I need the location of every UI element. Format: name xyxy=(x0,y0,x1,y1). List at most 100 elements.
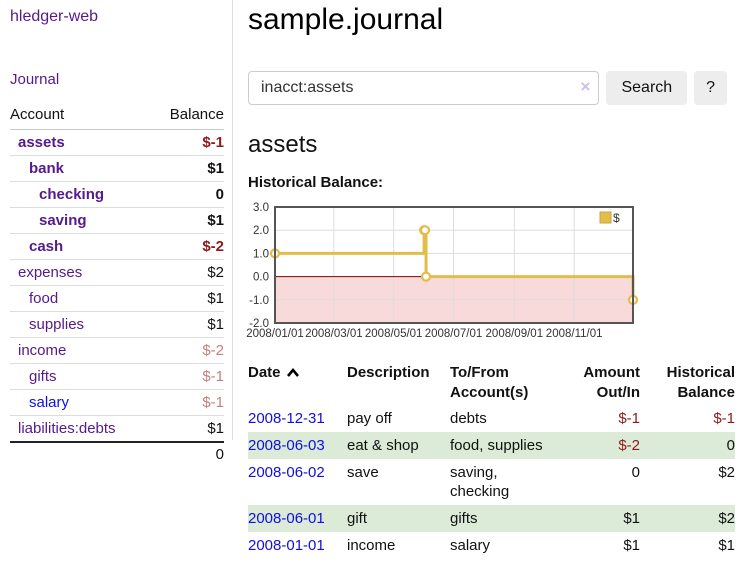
transaction-accounts: salary xyxy=(450,537,491,554)
account-link[interactable]: saving xyxy=(39,212,87,229)
transaction-row: 2008-01-01 income salary $1 $1 xyxy=(248,532,735,559)
svg-text:-2.0: -2.0 xyxy=(249,318,269,330)
account-balance: $1 xyxy=(207,212,224,229)
svg-text:2008/03/01: 2008/03/01 xyxy=(305,328,363,340)
transaction-date-link[interactable]: 2008-01-01 xyxy=(248,537,325,554)
account-column-header: Account xyxy=(10,106,65,123)
balance-table-header-row: Account Balance xyxy=(10,103,224,130)
account-row: food $1 xyxy=(10,286,224,312)
search-input[interactable] xyxy=(248,71,600,105)
account-link[interactable]: expenses xyxy=(18,264,83,281)
account-row: bank $1 xyxy=(10,156,224,182)
svg-text:$: $ xyxy=(613,211,620,225)
account-link[interactable]: gifts xyxy=(29,368,57,385)
accounts-balance-table: Account Balance assets $-1 bank $1 xyxy=(10,103,224,466)
account-balance: $-1 xyxy=(202,368,224,385)
transaction-balance: 0 xyxy=(726,437,735,454)
balance-total: 0 xyxy=(151,441,224,466)
account-heading: assets xyxy=(248,131,318,158)
account-row: saving $1 xyxy=(10,208,224,234)
transaction-balance: $1 xyxy=(718,537,735,554)
account-link[interactable]: salary xyxy=(29,394,70,411)
account-link[interactable]: supplies xyxy=(29,316,85,333)
transaction-amount: 0 xyxy=(631,464,640,481)
svg-text:2008/07/01: 2008/07/01 xyxy=(425,328,483,340)
transaction-row: 2008-06-03 eat & shop food, supplies $-2… xyxy=(248,432,735,459)
svg-text:2008/11/01: 2008/11/01 xyxy=(546,328,603,340)
transaction-accounts: food, supplies xyxy=(450,437,543,454)
account-link[interactable]: liabilities:debts xyxy=(18,420,116,437)
account-row: assets $-1 xyxy=(10,130,224,156)
account-row: cash $-2 xyxy=(10,234,224,260)
account-link[interactable]: bank xyxy=(29,160,65,177)
account-balance: $1 xyxy=(207,290,224,307)
clear-search-icon[interactable]: × xyxy=(580,77,591,96)
account-balance: $-2 xyxy=(202,238,224,255)
sidebar-item-journal[interactable]: Journal xyxy=(10,71,60,88)
transaction-date-link[interactable]: 2008-06-02 xyxy=(248,464,325,481)
account-balance: $1 xyxy=(207,316,224,333)
account-balance: $-1 xyxy=(202,134,224,151)
account-link[interactable]: cash xyxy=(29,238,64,255)
svg-text:2008/09/01: 2008/09/01 xyxy=(486,328,544,340)
transaction-amount: $-2 xyxy=(618,437,640,454)
transaction-row: 2008-06-02 save saving, checking 0 $2 xyxy=(248,459,735,505)
main-content: sample.journal × Search ? assets Histori… xyxy=(233,0,735,559)
account-link[interactable]: income xyxy=(18,342,67,359)
date-column-header[interactable]: Date xyxy=(248,361,347,405)
transaction-description: pay off xyxy=(347,410,392,427)
transaction-amount: $1 xyxy=(623,510,640,527)
svg-text:1.0: 1.0 xyxy=(253,248,269,260)
account-balance: $2 xyxy=(207,264,224,281)
transaction-amount: $1 xyxy=(623,537,640,554)
balance-column-header: Balance xyxy=(169,106,224,123)
transaction-date-link[interactable]: 2008-12-31 xyxy=(248,410,325,427)
transaction-balance: $2 xyxy=(718,510,735,527)
svg-text:2.0: 2.0 xyxy=(253,225,269,237)
chart-title: Historical Balance: xyxy=(248,174,384,191)
transaction-balance: $2 xyxy=(718,464,735,481)
transaction-description: gift xyxy=(347,510,368,527)
transaction-date-link[interactable]: 2008-06-03 xyxy=(248,437,325,454)
register-table: Date Description To/From Account(s) Amou… xyxy=(248,361,735,559)
register-header-row: Date Description To/From Account(s) Amou… xyxy=(248,361,735,405)
svg-text:2008/05/01: 2008/05/01 xyxy=(365,328,423,340)
svg-text:3.0: 3.0 xyxy=(253,202,269,214)
amount-column-header: Amount Out/In xyxy=(583,364,640,401)
balance-total-row: 0 xyxy=(10,441,224,466)
transaction-date-link[interactable]: 2008-06-01 xyxy=(248,510,325,527)
app-title-link[interactable]: hledger-web xyxy=(10,8,99,25)
transaction-row: 2008-06-01 gift gifts $1 $2 xyxy=(248,505,735,532)
account-link[interactable]: food xyxy=(29,290,59,307)
transaction-accounts: gifts xyxy=(450,510,478,527)
account-balance: 0 xyxy=(215,186,224,203)
search-bar: × Search ? xyxy=(248,71,727,105)
svg-text:2008/01/01: 2008/01/01 xyxy=(246,328,304,340)
svg-text:-1.0: -1.0 xyxy=(249,295,269,307)
transaction-description: income xyxy=(347,537,396,554)
chevron-up-icon xyxy=(286,364,300,384)
help-button[interactable]: ? xyxy=(694,71,727,105)
app: hledger-web Journal Account Balance asse… xyxy=(0,0,735,559)
page-title: sample.journal xyxy=(248,3,444,36)
account-row: supplies $1 xyxy=(10,312,224,338)
account-row: income $-2 xyxy=(10,338,224,364)
account-row: checking 0 xyxy=(10,182,224,208)
transaction-description: save xyxy=(347,464,379,481)
account-link[interactable]: assets xyxy=(18,134,65,151)
historical-balance-chart: 3.0 2.0 1.0 0.0 -1.0 -2.0 2008/01/01 2008/03/01… xyxy=(246,200,727,342)
account-row: expenses $2 xyxy=(10,260,224,286)
accounts-column-header: To/From Account(s) xyxy=(450,364,529,401)
account-balance: $-1 xyxy=(202,394,224,411)
svg-text:0.0: 0.0 xyxy=(253,272,269,284)
account-row: liabilities:debts $1 xyxy=(10,416,224,442)
account-balance: $1 xyxy=(207,420,224,437)
account-balance: $-2 xyxy=(202,342,224,359)
search-button[interactable]: Search xyxy=(606,71,688,105)
account-row: salary $-1 xyxy=(10,390,224,416)
transaction-balance: $-1 xyxy=(713,410,735,427)
account-link[interactable]: checking xyxy=(39,186,105,203)
sidebar: hledger-web Journal Account Balance asse… xyxy=(0,0,233,466)
transaction-accounts: debts xyxy=(450,410,487,427)
